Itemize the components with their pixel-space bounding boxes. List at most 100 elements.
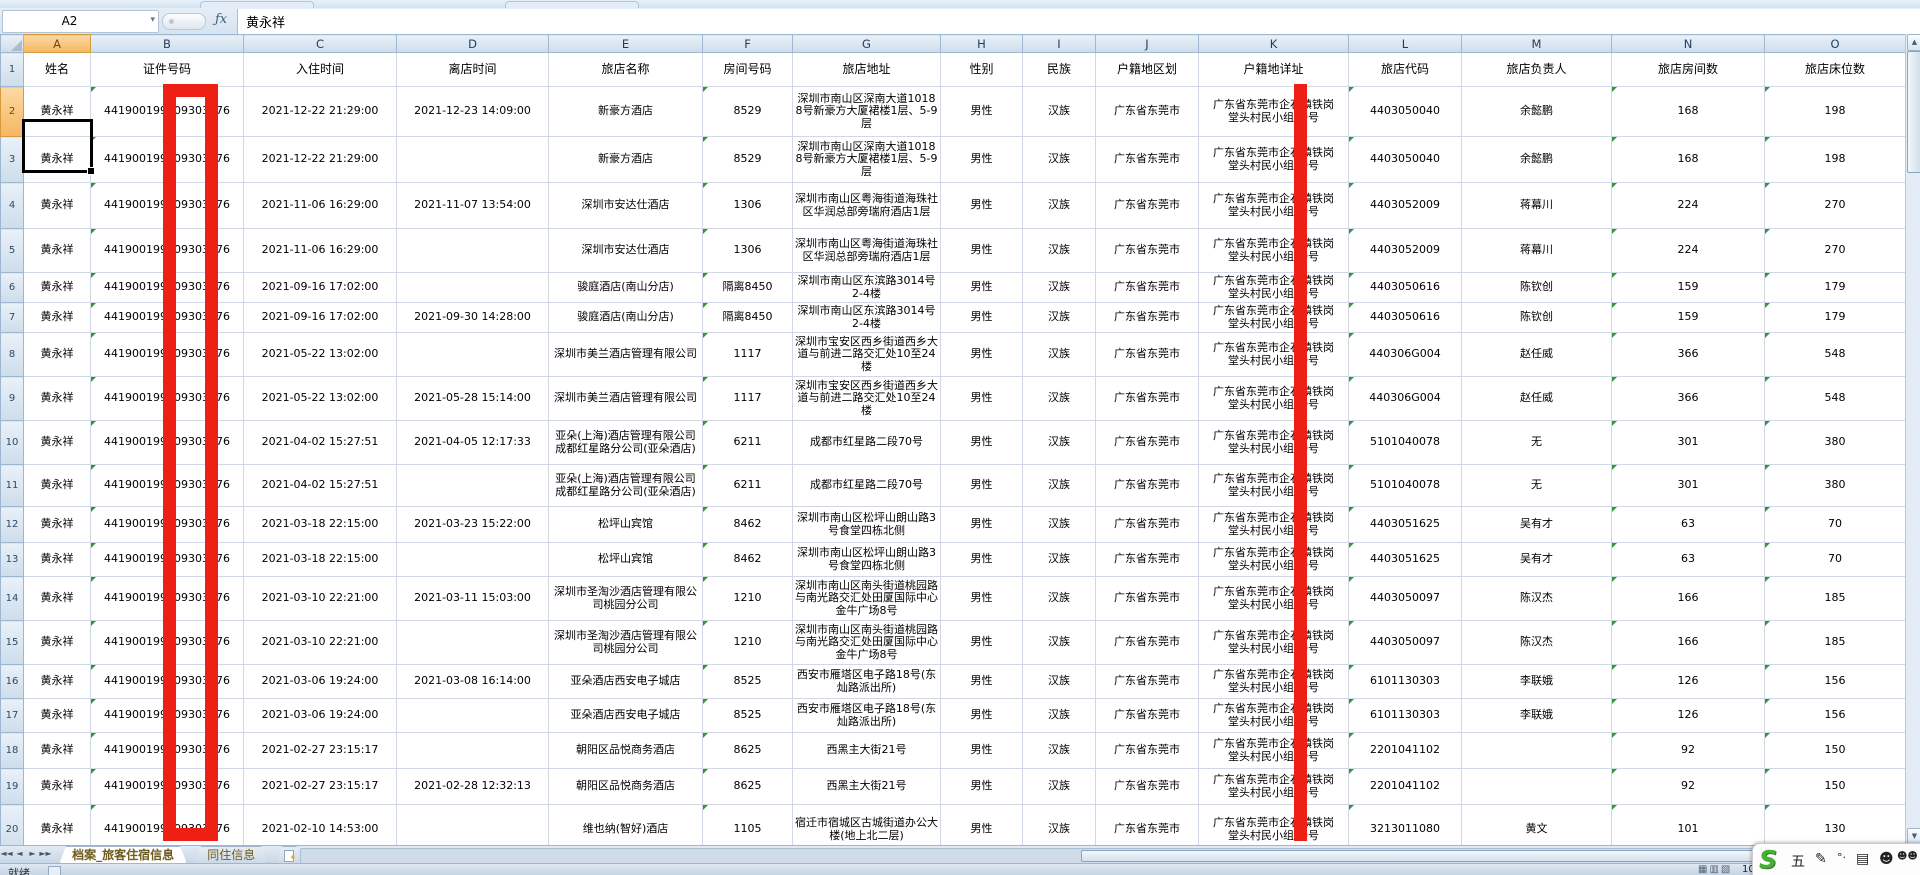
cell-C3[interactable]: 2021-12-22 21:29:00 [243, 136, 397, 183]
cell-N11[interactable]: 301 [1611, 464, 1765, 507]
column-header-J[interactable]: J [1095, 34, 1199, 53]
cell-K13[interactable]: 广东省东莞市企石镇铁岗 堂头村民小组10号 [1198, 542, 1349, 577]
column-title-C[interactable]: 入住时间 [243, 52, 397, 87]
cell-C2[interactable]: 2021-12-22 21:29:00 [243, 86, 397, 137]
cell-O15[interactable]: 185 [1764, 620, 1906, 665]
sheet-tab-cohabit[interactable]: 同住信息 [194, 846, 268, 864]
cell-J15[interactable]: 广东省东莞市 [1095, 620, 1199, 665]
cell-E5[interactable]: 深圳市安达仕酒店 [548, 228, 703, 273]
cell-D10[interactable]: 2021-04-05 12:17:33 [396, 420, 549, 465]
cell-G14[interactable]: 深圳市南山区南头街道桃园路与南光路交汇处田厦国际中心金牛广场8号 [792, 576, 941, 621]
cell-D3[interactable] [396, 136, 549, 183]
cell-H8[interactable]: 男性 [940, 332, 1023, 377]
column-title-N[interactable]: 旅店房间数 [1611, 52, 1765, 87]
cell-E2[interactable]: 新豪方酒店 [548, 86, 703, 137]
cell-D15[interactable] [396, 620, 549, 665]
cell-A16[interactable]: 黄永祥 [23, 664, 91, 699]
cell-J2[interactable]: 广东省东莞市 [1095, 86, 1199, 137]
cell-J20[interactable]: 广东省东莞市 [1095, 804, 1199, 845]
macro-record-icon[interactable] [48, 866, 61, 875]
cell-N9[interactable]: 366 [1611, 376, 1765, 421]
vertical-scrollbar[interactable]: ▲ ▼ [1905, 34, 1920, 845]
cell-F11[interactable]: 6211 [702, 464, 793, 507]
cell-K8[interactable]: 广东省东莞市企石镇铁岗 堂头村民小组10号 [1198, 332, 1349, 377]
cell-L7[interactable]: 4403050616 [1348, 302, 1462, 333]
cell-G3[interactable]: 深圳市南山区深南大道10188号新豪方大厦裙楼1层、5-9层 [792, 136, 941, 183]
cell-I6[interactable]: 汉族 [1022, 272, 1096, 303]
cell-O16[interactable]: 156 [1764, 664, 1906, 699]
cell-M3[interactable]: 余懿鹏 [1461, 136, 1612, 183]
pen-icon[interactable]: ✎ [1815, 851, 1827, 867]
cell-L4[interactable]: 4403052009 [1348, 182, 1462, 229]
cell-H3[interactable]: 男性 [940, 136, 1023, 183]
formula-input[interactable]: 黄永祥 [237, 9, 1920, 35]
cell-F16[interactable]: 8525 [702, 664, 793, 699]
ime-toolbar[interactable]: S 五 ✎ °· ▤ ☻ ☻☻ [1752, 843, 1920, 875]
cell-A12[interactable]: 黄永祥 [23, 506, 91, 543]
cell-M8[interactable]: 赵任威 [1461, 332, 1612, 377]
view-mode-icons[interactable]: ▦▥▧ [1698, 864, 1733, 875]
cell-E16[interactable]: 亚朵酒店西安电子城店 [548, 664, 703, 699]
cell-O18[interactable]: 150 [1764, 732, 1906, 769]
cell-C16[interactable]: 2021-03-06 19:24:00 [243, 664, 397, 699]
cell-I7[interactable]: 汉族 [1022, 302, 1096, 333]
cell-F10[interactable]: 6211 [702, 420, 793, 465]
cell-A20[interactable]: 黄永祥 [23, 804, 91, 845]
column-header-H[interactable]: H [940, 34, 1023, 53]
cell-C10[interactable]: 2021-04-02 15:27:51 [243, 420, 397, 465]
cell-A13[interactable]: 黄永祥 [23, 542, 91, 577]
column-title-L[interactable]: 旅店代码 [1348, 52, 1462, 87]
cell-F7[interactable]: 隔离8450 [702, 302, 793, 333]
cell-A17[interactable]: 黄永祥 [23, 698, 91, 733]
column-header-C[interactable]: C [243, 34, 397, 53]
cell-M14[interactable]: 陈汉杰 [1461, 576, 1612, 621]
cell-D4[interactable]: 2021-11-07 13:54:00 [396, 182, 549, 229]
cell-C6[interactable]: 2021-09-16 17:02:00 [243, 272, 397, 303]
row-header-4[interactable]: 4 [0, 182, 24, 229]
cell-L8[interactable]: 440306G004 [1348, 332, 1462, 377]
column-title-F[interactable]: 房间号码 [702, 52, 793, 87]
cell-L3[interactable]: 4403050040 [1348, 136, 1462, 183]
column-header-G[interactable]: G [792, 34, 941, 53]
cell-O9[interactable]: 548 [1764, 376, 1906, 421]
cell-D9[interactable]: 2021-05-28 15:14:00 [396, 376, 549, 421]
cell-I3[interactable]: 汉族 [1022, 136, 1096, 183]
row-header-14[interactable]: 14 [0, 576, 24, 621]
cell-J18[interactable]: 广东省东莞市 [1095, 732, 1199, 769]
cell-L15[interactable]: 4403050097 [1348, 620, 1462, 665]
cell-E9[interactable]: 深圳市美兰酒店管理有限公司 [548, 376, 703, 421]
cell-C12[interactable]: 2021-03-18 22:15:00 [243, 506, 397, 543]
row-header-6[interactable]: 6 [0, 272, 24, 303]
cell-A6[interactable]: 黄永祥 [23, 272, 91, 303]
cell-O19[interactable]: 150 [1764, 768, 1906, 805]
cell-D13[interactable] [396, 542, 549, 577]
cell-A19[interactable]: 黄永祥 [23, 768, 91, 805]
cell-O5[interactable]: 270 [1764, 228, 1906, 273]
cell-E14[interactable]: 深圳市圣淘沙酒店管理有限公司桃园分公司 [548, 576, 703, 621]
cell-L14[interactable]: 4403050097 [1348, 576, 1462, 621]
name-box-dropdown-icon[interactable]: ▾ [150, 15, 155, 25]
cell-C17[interactable]: 2021-03-06 19:24:00 [243, 698, 397, 733]
cell-E17[interactable]: 亚朵酒店西安电子城店 [548, 698, 703, 733]
cell-E10[interactable]: 亚朵(上海)酒店管理有限公司成都红星路分公司(亚朵酒店) [548, 420, 703, 465]
cell-G8[interactable]: 深圳市宝安区西乡街道西乡大道与前进二路交汇处10至24楼 [792, 332, 941, 377]
cell-O10[interactable]: 380 [1764, 420, 1906, 465]
row-header-9[interactable]: 9 [0, 376, 24, 421]
cell-A15[interactable]: 黄永祥 [23, 620, 91, 665]
cell-M20[interactable]: 黄文 [1461, 804, 1612, 845]
cell-K17[interactable]: 广东省东莞市企石镇铁岗 堂头村民小组10号 [1198, 698, 1349, 733]
cell-L17[interactable]: 6101130303 [1348, 698, 1462, 733]
cell-L20[interactable]: 3213011080 [1348, 804, 1462, 845]
cell-C5[interactable]: 2021-11-06 16:29:00 [243, 228, 397, 273]
cell-D11[interactable] [396, 464, 549, 507]
cell-H20[interactable]: 男性 [940, 804, 1023, 845]
cell-J6[interactable]: 广东省东莞市 [1095, 272, 1199, 303]
users-icon[interactable]: ☻☻ [1897, 851, 1918, 862]
cell-N18[interactable]: 92 [1611, 732, 1765, 769]
cell-F20[interactable]: 1105 [702, 804, 793, 845]
cell-E8[interactable]: 深圳市美兰酒店管理有限公司 [548, 332, 703, 377]
column-header-I[interactable]: I [1022, 34, 1096, 53]
cell-N7[interactable]: 159 [1611, 302, 1765, 333]
column-header-M[interactable]: M [1461, 34, 1612, 53]
row-header-19[interactable]: 19 [0, 768, 24, 805]
